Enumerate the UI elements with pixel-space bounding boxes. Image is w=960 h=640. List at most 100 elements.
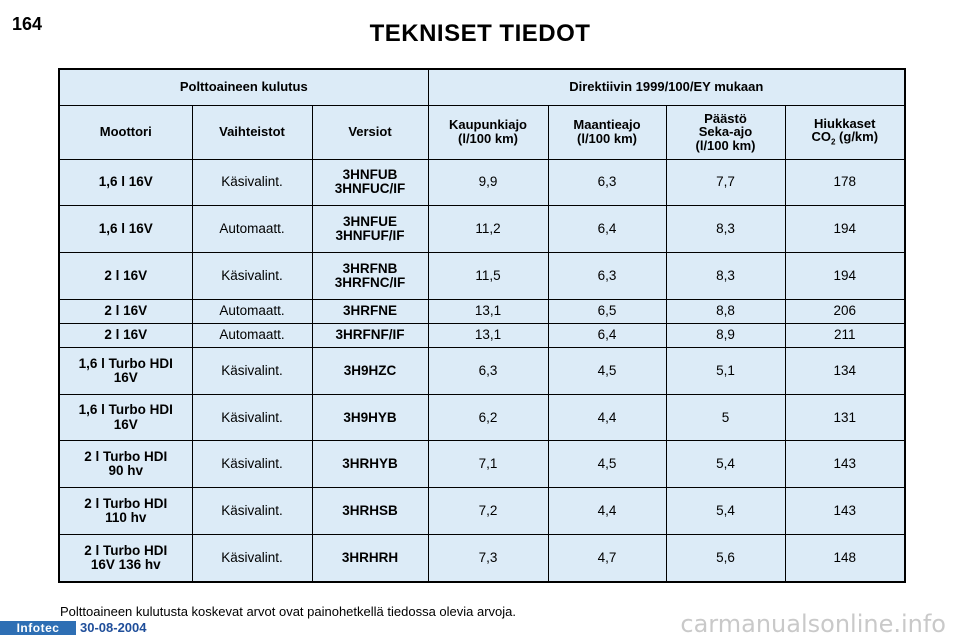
col-header-gearbox: Vaihteistot xyxy=(191,104,313,160)
cell-engine-line: 1,6 l Turbo HDI xyxy=(78,355,173,371)
group-header-row: Polttoaineen kulutus Direktiivin 1999/10… xyxy=(58,68,906,106)
col-header-co2-prefix: Hiukkaset xyxy=(814,115,876,131)
cell-engine: 1,6 l Turbo HDI 16V xyxy=(58,393,193,442)
col-header-city: Kaupunkiajo (l/100 km) xyxy=(427,104,549,160)
cell-co2: 211 xyxy=(784,322,906,349)
col-header-highway: Maantieajo (l/100 km) xyxy=(547,104,667,160)
cell-versions: 3HNFUB 3HNFUC/IF xyxy=(311,158,429,207)
cell-versions-line: 3HRFNF/IF xyxy=(335,327,405,343)
cell-co2: 134 xyxy=(784,347,906,395)
cell-city: 6,2 xyxy=(427,393,549,442)
cell-highway: 4,7 xyxy=(547,533,667,583)
cell-combined: 7,7 xyxy=(665,158,786,207)
cell-city: 13,1 xyxy=(427,298,549,324)
cell-versions: 3HRFNE xyxy=(311,298,429,324)
cell-engine-line: 2 l 16V xyxy=(104,327,148,343)
table-row: 2 l Turbo HDI 16V 136 hv Käsivalint. 3HRHRH… xyxy=(58,533,906,583)
cell-co2: 194 xyxy=(784,205,906,253)
cell-versions-line: 3HRHRH xyxy=(341,549,399,565)
cell-engine-line: 1,6 l Turbo HDI xyxy=(78,402,173,418)
cell-highway: 6,3 xyxy=(547,158,667,207)
cell-co2: 143 xyxy=(784,487,906,535)
cell-co2: 131 xyxy=(784,393,906,442)
cell-engine: 2 l 16V xyxy=(58,251,193,300)
cell-highway: 6,5 xyxy=(547,298,667,324)
col-header-highway-unit: (l/100 km) xyxy=(577,131,637,146)
cell-versions: 3HRFNB 3HRFNC/IF xyxy=(311,251,429,300)
cell-co2: 178 xyxy=(784,158,906,207)
table-row: 1,6 l Turbo HDI 16V Käsivalint. 3H9HYB 6,2 4,… xyxy=(58,393,906,442)
cell-combined: 8,9 xyxy=(665,322,786,349)
cell-city: 7,2 xyxy=(427,487,549,535)
cell-city: 13,1 xyxy=(427,322,549,349)
cell-versions: 3HRHRH xyxy=(311,533,429,583)
co2-label: CO xyxy=(811,129,831,145)
cell-gearbox: Automaatt. xyxy=(191,322,313,349)
col-header-city-unit: (l/100 km) xyxy=(458,131,518,146)
table-row: 1,6 l 16V Käsivalint. 3HNFUB 3HNFUC/IF 9,9 6,… xyxy=(58,158,906,207)
cell-engine-line: 2 l Turbo HDI xyxy=(84,495,168,511)
print-date: 30-08-2004 xyxy=(80,620,147,635)
cell-gearbox: Käsivalint. xyxy=(191,347,313,395)
cell-engine-line: 2 l 16V xyxy=(104,267,148,283)
cell-engine-line: 110 hv xyxy=(105,510,147,526)
col-header-city-line: Kaupunkiajo xyxy=(448,117,527,133)
cell-versions-line: 3H9HZC xyxy=(343,362,397,378)
cell-engine: 2 l 16V xyxy=(58,322,193,349)
cell-gearbox: Käsivalint. xyxy=(191,533,313,583)
col-header-highway-line: Maantieajo xyxy=(573,117,641,133)
cell-gearbox: Automaatt. xyxy=(191,298,313,324)
cell-co2: 143 xyxy=(784,440,906,489)
cell-versions-line: 3HRHYB xyxy=(342,456,398,472)
cell-versions: 3HRHYB xyxy=(311,440,429,489)
cell-engine: 1,6 l 16V xyxy=(58,205,193,253)
cell-engine-line: 2 l 16V xyxy=(104,303,148,319)
cell-versions-line: 3HNFUC/IF xyxy=(334,181,406,197)
fuel-consumption-table: Polttoaineen kulutus Direktiivin 1999/10… xyxy=(58,68,907,583)
cell-versions: 3H9HYB xyxy=(311,393,429,442)
cell-combined: 5,6 xyxy=(665,533,786,583)
table-body: 1,6 l 16V Käsivalint. 3HNFUB 3HNFUC/IF 9,9 6,… xyxy=(58,158,906,583)
cell-highway: 6,4 xyxy=(547,322,667,349)
cell-versions-line: 3HRFNC/IF xyxy=(334,274,406,290)
column-header-row: Moottori Vaihteistot Versiot Kaupunkiajo… xyxy=(58,104,906,160)
cell-combined: 8,3 xyxy=(665,205,786,253)
cell-combined: 5,1 xyxy=(665,347,786,395)
cell-co2: 148 xyxy=(784,533,906,583)
cell-gearbox: Käsivalint. xyxy=(191,393,313,442)
cell-combined: 5,4 xyxy=(665,487,786,535)
cell-versions: 3HRHSB xyxy=(311,487,429,535)
cell-engine: 2 l Turbo HDI 90 hv xyxy=(58,440,193,489)
col-header-co2: Hiukkaset CO2 (g/km) xyxy=(784,104,906,160)
infotec-logo: Infotec xyxy=(0,621,76,635)
cell-engine-line: 1,6 l 16V xyxy=(98,174,153,190)
col-header-combined-line1: Päästö xyxy=(704,110,747,126)
cell-city: 11,2 xyxy=(427,205,549,253)
cell-versions-line: 3HNFUF/IF xyxy=(335,228,405,244)
cell-engine-line: 1,6 l 16V xyxy=(98,221,153,237)
cell-highway: 4,5 xyxy=(547,440,667,489)
cell-versions-line: 3HRFNE xyxy=(342,303,397,319)
cell-combined: 8,8 xyxy=(665,298,786,324)
cell-co2: 194 xyxy=(784,251,906,300)
cell-engine: 2 l Turbo HDI 110 hv xyxy=(58,487,193,535)
cell-versions: 3H9HZC xyxy=(311,347,429,395)
table-row: 2 l 16V Käsivalint. 3HRFNB 3HRFNC/IF 11,5 6,3… xyxy=(58,251,906,300)
cell-city: 11,5 xyxy=(427,251,549,300)
cell-city: 7,3 xyxy=(427,533,549,583)
cell-versions-line: 3HNFUE xyxy=(342,213,397,229)
table-row: 2 l Turbo HDI 90 hv Käsivalint. 3HRHYB 7,1 4,… xyxy=(58,440,906,489)
watermark: carmanualsonline.info xyxy=(680,610,946,638)
co2-subscript: 2 xyxy=(830,137,836,147)
cell-engine: 1,6 l Turbo HDI 16V xyxy=(58,347,193,395)
col-header-combined: Päästö Seka-ajo (l/100 km) xyxy=(665,104,786,160)
cell-engine-line: 2 l Turbo HDI xyxy=(84,542,168,558)
cell-gearbox: Käsivalint. xyxy=(191,487,313,535)
cell-highway: 4,4 xyxy=(547,393,667,442)
group-header-fuel-consumption: Polttoaineen kulutus xyxy=(58,68,429,106)
group-header-directive: Direktiivin 1999/100/EY mukaan xyxy=(427,68,906,106)
cell-city: 6,3 xyxy=(427,347,549,395)
cell-gearbox: Automaatt. xyxy=(191,205,313,253)
cell-gearbox: Käsivalint. xyxy=(191,251,313,300)
cell-versions: 3HNFUE 3HNFUF/IF xyxy=(311,205,429,253)
